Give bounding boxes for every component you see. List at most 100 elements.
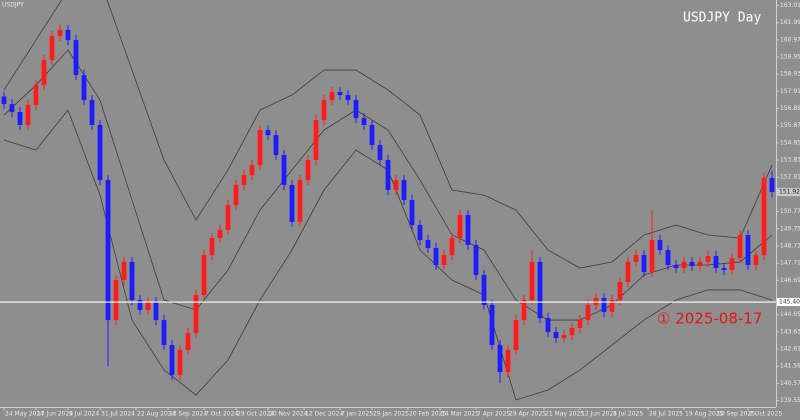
annotation: ① 2025-08-17 bbox=[657, 310, 762, 328]
candle-body bbox=[721, 268, 727, 271]
candle-body bbox=[273, 135, 279, 155]
candle-body bbox=[73, 40, 79, 75]
candle-body bbox=[521, 300, 527, 321]
y-tick-label: 146.690 bbox=[780, 277, 800, 284]
x-tick-label: 13 Sep 2024 bbox=[169, 411, 207, 418]
x-tick-label: 31 Jul 2024 bbox=[101, 411, 135, 418]
x-tick-label: 29 Apr 2025 bbox=[509, 411, 546, 418]
candle-body bbox=[89, 100, 95, 125]
y-tick-label: 159.950 bbox=[780, 53, 800, 60]
x-tick-label: 29 Oct 2024 bbox=[237, 411, 274, 418]
candle-body bbox=[217, 229, 223, 239]
candle-body bbox=[233, 184, 239, 206]
candle-body bbox=[385, 160, 391, 191]
candle-body bbox=[473, 244, 479, 275]
y-tick-label: 153.830 bbox=[780, 157, 800, 164]
candle-body bbox=[41, 59, 47, 86]
candle-body bbox=[185, 333, 191, 351]
x-tick-label: 19 Aug 2025 bbox=[685, 411, 724, 418]
candle-body bbox=[33, 85, 39, 105]
y-tick-label: 156.890 bbox=[780, 105, 800, 112]
x-tick-label: 10 Sep 2025 bbox=[717, 411, 755, 418]
y-tick-label: 149.750 bbox=[780, 225, 800, 232]
candle-body bbox=[649, 240, 655, 273]
candle-body bbox=[17, 112, 23, 125]
y-tick-label: 160.970 bbox=[780, 36, 800, 43]
candle-body bbox=[585, 304, 591, 321]
y-tick-label: 147.710 bbox=[780, 260, 800, 267]
axes: 163.010 161.990 160.970 159.950 158.930 157.9… bbox=[3, 2, 800, 418]
candle-body bbox=[225, 205, 231, 230]
candle-body bbox=[553, 332, 559, 338]
candle-body bbox=[689, 261, 695, 266]
candle-body bbox=[137, 300, 143, 310]
candle-body bbox=[609, 300, 615, 312]
price-label: 151.927 bbox=[779, 189, 800, 196]
candle-body bbox=[321, 100, 327, 121]
candle-body bbox=[657, 240, 663, 250]
candle-body bbox=[601, 298, 607, 312]
candle-body bbox=[769, 178, 775, 193]
symbol-label: USDJPY bbox=[2, 2, 24, 9]
x-tick-label: 12 Jun 2025 bbox=[581, 411, 617, 418]
candle-body bbox=[417, 225, 423, 241]
candle-body bbox=[433, 247, 439, 265]
candle-body bbox=[625, 261, 631, 283]
x-tick-label: 22 Aug 2024 bbox=[137, 411, 176, 418]
candle-body bbox=[481, 274, 487, 305]
candle-body bbox=[513, 320, 519, 351]
candle-body bbox=[313, 120, 319, 161]
candle-body bbox=[369, 124, 375, 146]
candle-body bbox=[209, 238, 215, 256]
candle-body bbox=[465, 214, 471, 245]
candle-body bbox=[673, 264, 679, 269]
x-tick-label: 20 Feb 2025 bbox=[409, 411, 447, 418]
candle-body bbox=[289, 184, 295, 222]
candle-body bbox=[297, 180, 303, 222]
candle-body bbox=[153, 302, 159, 321]
x-tick-label: 20 Nov 2024 bbox=[269, 411, 308, 418]
candle-body bbox=[665, 249, 671, 265]
candle-body bbox=[729, 258, 735, 271]
candle-body bbox=[345, 95, 351, 101]
candle-body bbox=[353, 100, 359, 119]
candle-body bbox=[281, 154, 287, 185]
candle-body bbox=[505, 350, 511, 372]
candle-body bbox=[745, 235, 751, 265]
candle-body bbox=[377, 145, 383, 161]
x-tick-label: 14 Mar 2025 bbox=[441, 411, 479, 418]
candle-body bbox=[113, 279, 119, 321]
candle-body bbox=[425, 240, 431, 248]
candle-body bbox=[241, 175, 247, 185]
x-tick-label: 17 Jun 2024 bbox=[37, 411, 73, 418]
y-tick-label: 139.550 bbox=[780, 397, 800, 404]
y-tick-label: 141.590 bbox=[780, 363, 800, 370]
candle-body bbox=[537, 261, 543, 319]
x-tick-label: 2 Oct 2025 bbox=[749, 411, 782, 418]
y-tick-label: 155.870 bbox=[780, 122, 800, 129]
y-tick-label: 142.610 bbox=[780, 346, 800, 353]
x-tick-label: 28 Jul 2025 bbox=[649, 411, 683, 418]
candle-body bbox=[201, 255, 207, 295]
candle-body bbox=[193, 294, 199, 334]
x-tick-label: 24 May 2024 bbox=[5, 411, 44, 418]
candle-body bbox=[305, 160, 311, 181]
candle-body bbox=[161, 320, 167, 346]
x-tick-label: 7 Oct 2024 bbox=[205, 411, 238, 418]
candle-body bbox=[497, 345, 503, 372]
x-tick-label: 4 Jul 2025 bbox=[613, 411, 643, 418]
y-tick-label: 152.810 bbox=[780, 174, 800, 181]
chart-title: USDJPY Day bbox=[683, 11, 761, 26]
candle-body bbox=[9, 104, 15, 113]
candle-body bbox=[577, 320, 583, 328]
candle-body bbox=[409, 199, 415, 226]
candle-body bbox=[561, 335, 567, 338]
x-tick-label: 21 May 2025 bbox=[545, 411, 584, 418]
candle-body bbox=[49, 36, 55, 60]
y-tick-label: 161.990 bbox=[780, 19, 800, 26]
y-tick-label: 154.850 bbox=[780, 139, 800, 146]
y-tick-label: 150.770 bbox=[780, 208, 800, 215]
candle-body bbox=[361, 118, 367, 125]
candle-body bbox=[57, 29, 63, 37]
